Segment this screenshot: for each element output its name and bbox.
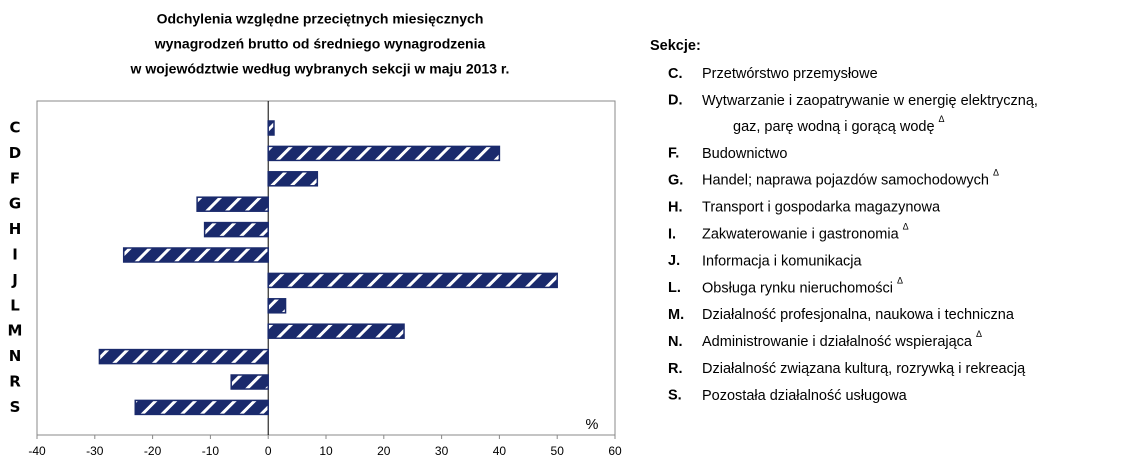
x-tick-label: 30 <box>435 444 449 458</box>
legend-text: Budownictwo <box>702 146 787 162</box>
x-tick-label: -30 <box>86 444 104 458</box>
legend-line: Administrowanie i działalność wspierając… <box>702 334 973 350</box>
legend-code: M. <box>668 307 684 323</box>
y-tick-label: H <box>9 220 22 238</box>
legend-text: Pozostała działalność usługowa <box>702 388 908 404</box>
legend-code: G. <box>668 173 683 189</box>
legend-code: C. <box>668 66 683 82</box>
x-tick-label: -20 <box>144 444 162 458</box>
y-tick-label: M <box>8 322 23 340</box>
y-tick-label: C <box>9 119 20 137</box>
y-tick-label: J <box>11 271 18 289</box>
legend-code: I. <box>668 226 676 242</box>
legend-text: Administrowanie i działalność wspierając… <box>702 329 982 349</box>
unit-label: % <box>586 417 599 433</box>
legend-code: L. <box>668 280 681 296</box>
y-tick-label: R <box>9 373 21 391</box>
legend-code: R. <box>668 361 683 377</box>
legend-title: Sekcje: <box>650 38 701 54</box>
legend-code: J. <box>668 253 680 269</box>
legend-line: Handel; naprawa pojazdów samochodowych <box>702 173 989 189</box>
x-tick-label: 60 <box>608 444 622 458</box>
legend-text: Zakwaterowanie i gastronomia Δ <box>702 222 909 242</box>
legend-line: Wytwarzanie i zaopatrywanie w energię el… <box>702 93 1038 109</box>
chart-title: w województwie według wybranych sekcji w… <box>130 61 510 77</box>
y-tick-label: G <box>9 195 21 213</box>
bar <box>134 399 269 416</box>
legend-text: Handel; naprawa pojazdów samochodowych Δ <box>702 168 999 188</box>
legend-text: Działalność związana kulturą, rozrywką i… <box>702 361 1026 377</box>
bar <box>230 374 269 390</box>
y-tick-label: D <box>9 144 21 162</box>
y-tick-label: I <box>12 246 18 264</box>
legend-line: Informacja i komunikacja <box>702 253 862 269</box>
bar <box>267 298 287 314</box>
legend-code: H. <box>668 199 683 215</box>
legend-code: D. <box>668 93 683 109</box>
legend-text: Obsługa rynku nieruchomości Δ <box>702 276 903 296</box>
legend-text: Działalność profesjonalna, naukowa i tec… <box>702 307 1015 323</box>
x-tick-label: -40 <box>28 444 46 458</box>
legend-code: N. <box>668 334 683 350</box>
legend-line: Działalność związana kulturą, rozrywką i… <box>702 361 1026 377</box>
y-tick-label: S <box>10 398 21 416</box>
legend-line: Przetwórstwo przemysłowe <box>702 66 878 82</box>
legend-code: F. <box>668 146 679 162</box>
bar <box>267 323 405 339</box>
legend-note: Δ <box>976 329 982 339</box>
bar <box>196 196 269 212</box>
legend-text: Przetwórstwo przemysłowe <box>702 66 878 82</box>
legend-code: S. <box>668 388 682 404</box>
legend-line: Pozostała działalność usługowa <box>702 388 908 404</box>
bar <box>267 171 319 187</box>
legend-note: Δ <box>903 222 909 232</box>
legend-note: Δ <box>897 276 903 286</box>
bar <box>267 272 558 289</box>
y-tick-label: F <box>10 169 20 187</box>
bar <box>267 120 275 136</box>
bar <box>267 145 501 162</box>
bar <box>122 247 269 263</box>
legend-line: Budownictwo <box>702 146 787 162</box>
chart-title: wynagrodzeń brutto od średniego wynagrod… <box>154 36 486 52</box>
legend-line: Transport i gospodarka magazynowa <box>702 199 941 215</box>
x-tick-label: 40 <box>493 444 507 458</box>
y-tick-label: L <box>10 296 20 314</box>
bar <box>203 221 269 238</box>
legend-line: gaz, parę wodną i gorącą wodę <box>733 119 935 135</box>
x-tick-label: 20 <box>377 444 391 458</box>
bar <box>98 348 269 365</box>
legend-note: Δ <box>993 168 999 178</box>
legend-text: gaz, parę wodną i gorącą wodę Δ <box>733 114 945 134</box>
legend-text: Wytwarzanie i zaopatrywanie w energię el… <box>702 93 1038 109</box>
legend-note: Δ <box>939 114 945 124</box>
legend-line: Zakwaterowanie i gastronomia <box>702 226 900 242</box>
legend-line: Działalność profesjonalna, naukowa i tec… <box>702 307 1015 323</box>
x-tick-label: -10 <box>202 444 220 458</box>
x-tick-label: 50 <box>551 444 565 458</box>
legend-line: Obsługa rynku nieruchomości <box>702 280 893 296</box>
legend-text: Informacja i komunikacja <box>702 253 862 269</box>
chart-title: Odchylenia względne przeciętnych miesięc… <box>157 11 484 27</box>
y-tick-label: N <box>9 347 22 365</box>
x-tick-label: 0 <box>265 444 272 458</box>
x-tick-label: 10 <box>319 444 333 458</box>
legend-text: Transport i gospodarka magazynowa <box>702 199 941 215</box>
